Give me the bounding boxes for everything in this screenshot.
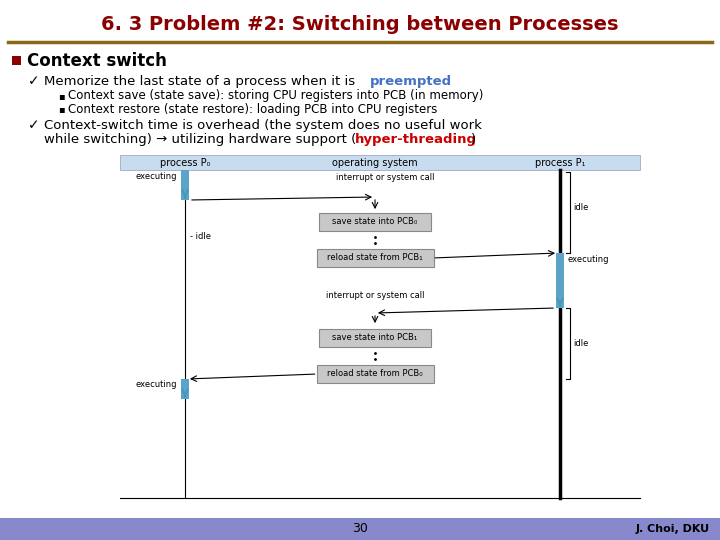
Text: hyper-threading: hyper-threading bbox=[355, 132, 477, 145]
Text: ✓: ✓ bbox=[28, 118, 40, 132]
Text: 6. 3 Problem #2: Switching between Processes: 6. 3 Problem #2: Switching between Proce… bbox=[102, 16, 618, 35]
Text: save state into PCB₁: save state into PCB₁ bbox=[333, 334, 418, 342]
Bar bbox=[0, 518, 720, 540]
Text: Context-switch time is overhead (the system does no useful work: Context-switch time is overhead (the sys… bbox=[44, 118, 482, 132]
Text: operating system: operating system bbox=[332, 158, 418, 167]
Text: - idle: - idle bbox=[190, 232, 211, 241]
Text: interrupt or system call: interrupt or system call bbox=[336, 173, 434, 182]
Text: Memorize the last state of a process when it is: Memorize the last state of a process whe… bbox=[44, 75, 359, 87]
FancyBboxPatch shape bbox=[319, 213, 431, 231]
Text: reload state from PCB₁: reload state from PCB₁ bbox=[327, 253, 423, 262]
Text: J. Choi, DKU: J. Choi, DKU bbox=[636, 524, 710, 534]
Text: preempted: preempted bbox=[370, 75, 452, 87]
FancyBboxPatch shape bbox=[319, 329, 431, 347]
Text: idle: idle bbox=[573, 203, 588, 212]
Text: process P₁: process P₁ bbox=[535, 158, 585, 167]
Text: Context save (state save): storing CPU registers into PCB (in memory): Context save (state save): storing CPU r… bbox=[68, 90, 483, 103]
Text: while switching) → utilizing hardware support (: while switching) → utilizing hardware su… bbox=[44, 132, 356, 145]
Text: executing: executing bbox=[135, 380, 177, 389]
Text: 30: 30 bbox=[352, 523, 368, 536]
Text: ▪: ▪ bbox=[58, 104, 65, 114]
FancyBboxPatch shape bbox=[317, 249, 433, 267]
Text: Context restore (state restore): loading PCB into CPU registers: Context restore (state restore): loading… bbox=[68, 103, 437, 116]
Text: ): ) bbox=[471, 132, 476, 145]
Bar bbox=[181, 379, 189, 399]
Text: reload state from PCB₀: reload state from PCB₀ bbox=[327, 369, 423, 379]
Text: Context switch: Context switch bbox=[27, 52, 167, 70]
Text: ▪: ▪ bbox=[58, 91, 65, 101]
Text: ✓: ✓ bbox=[28, 74, 40, 88]
FancyBboxPatch shape bbox=[317, 365, 433, 383]
Text: process P₀: process P₀ bbox=[160, 158, 210, 167]
Text: interrupt or system call: interrupt or system call bbox=[325, 291, 424, 300]
Bar bbox=[181, 170, 189, 200]
Bar bbox=[12, 56, 21, 65]
Bar bbox=[556, 253, 564, 308]
Text: executing: executing bbox=[568, 255, 610, 264]
Text: executing: executing bbox=[135, 172, 177, 181]
Text: idle: idle bbox=[573, 339, 588, 348]
Text: save state into PCB₀: save state into PCB₀ bbox=[333, 218, 418, 226]
Bar bbox=[120, 155, 640, 170]
